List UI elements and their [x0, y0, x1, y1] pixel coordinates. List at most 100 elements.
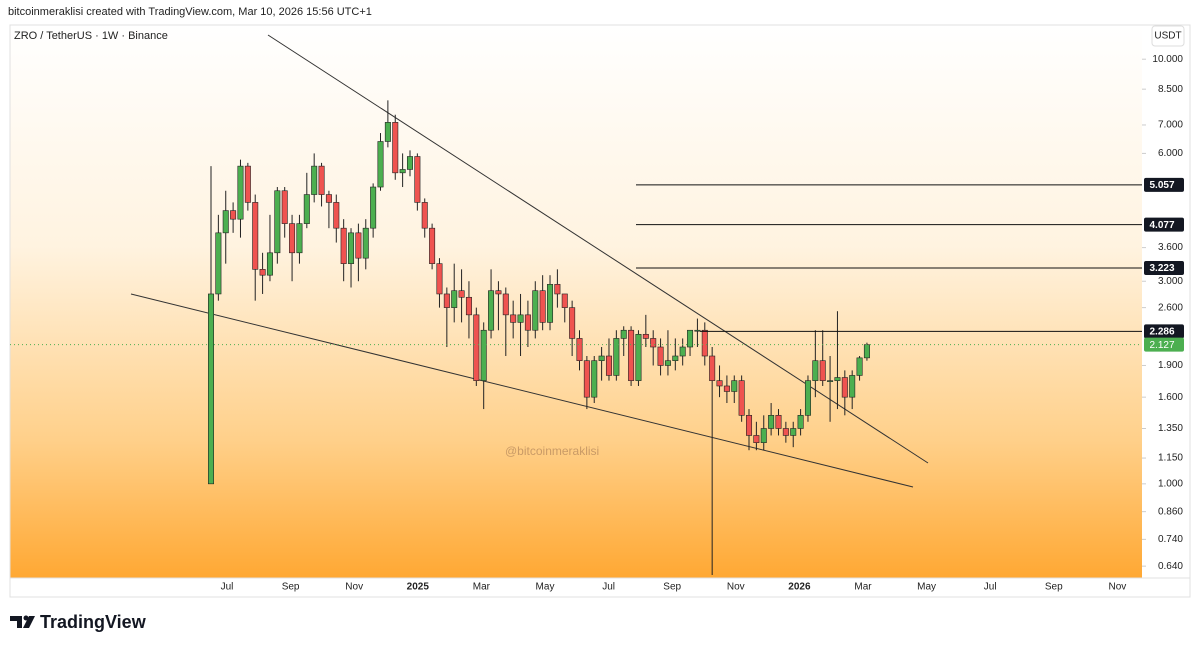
- candle-body: [731, 380, 738, 392]
- candle-body: [812, 360, 819, 381]
- price-label: 3.223: [1149, 263, 1174, 274]
- candle-body: [583, 360, 590, 398]
- candle-body: [266, 252, 273, 276]
- trend-line: [267, 34, 929, 464]
- candle-body: [620, 329, 627, 339]
- y-tick-label: 0.640: [1158, 561, 1183, 572]
- candle-body: [672, 355, 679, 361]
- candle-body: [355, 232, 362, 259]
- price-label: 2.286: [1149, 327, 1174, 338]
- candle-body: [451, 290, 458, 308]
- y-tick-label: 6.000: [1158, 148, 1183, 159]
- price-label-box: [1144, 324, 1184, 339]
- candle-body: [804, 380, 811, 416]
- candle-body: [827, 380, 834, 382]
- candle-body: [746, 415, 753, 436]
- logo-mark: [10, 616, 22, 628]
- candle-body: [768, 415, 775, 429]
- candle-body: [569, 307, 576, 339]
- y-tick-label: 2.600: [1158, 302, 1183, 313]
- candle-body: [311, 165, 318, 195]
- candle-body: [473, 314, 480, 381]
- candle-body: [716, 380, 723, 387]
- y-tick-label: 7.000: [1158, 120, 1183, 131]
- logo: [10, 615, 35, 628]
- logo-mark: [23, 616, 35, 628]
- y-tick-label: 1.600: [1158, 392, 1183, 403]
- price-label-box: [1144, 217, 1184, 232]
- candle-body: [377, 141, 384, 188]
- candle-body: [488, 290, 495, 331]
- candle-body: [657, 346, 664, 366]
- candle-body: [554, 284, 561, 295]
- y-tick-label: 1.350: [1158, 423, 1183, 434]
- y-tick-label: 10.000: [1152, 54, 1183, 65]
- symbol: ZRO / TetherUS · 1W · Binance: [14, 30, 168, 42]
- y-tick-label: 1.000: [1158, 478, 1183, 489]
- candle-body: [650, 338, 657, 348]
- candle-body: [348, 232, 355, 264]
- candle-body: [576, 338, 583, 361]
- y-tick-label: 1.900: [1158, 360, 1183, 371]
- x-tick-label: Jul: [602, 582, 615, 593]
- x-tick-label: Jul: [221, 582, 234, 593]
- candle-body: [775, 415, 782, 429]
- x-tick-label: Sep: [663, 582, 681, 593]
- candle-body: [414, 156, 421, 203]
- x-tick-label: Mar: [473, 582, 491, 593]
- candle-body: [539, 290, 546, 323]
- candle-body: [591, 360, 598, 398]
- candle-body: [863, 344, 870, 359]
- candles: [208, 100, 870, 575]
- candle-body: [753, 435, 760, 443]
- candle-body: [480, 329, 487, 381]
- trend-line: [130, 293, 914, 488]
- candle-body: [333, 202, 340, 229]
- candle-body: [458, 290, 465, 298]
- last-price-label: 2.127: [1149, 340, 1174, 351]
- candle-body: [856, 357, 863, 376]
- candle-body: [723, 385, 730, 392]
- y-tick-label: 3.000: [1158, 276, 1183, 287]
- candle-body: [215, 232, 222, 295]
- candle-body: [510, 314, 517, 323]
- header: bitcoinmeraklisi created with TradingVie…: [8, 6, 372, 18]
- x-tick-label: May: [536, 582, 555, 593]
- candle-body: [222, 210, 229, 234]
- candle-body: [605, 355, 612, 376]
- y-tick-label: 1.150: [1158, 453, 1183, 464]
- x-tick-label: May: [917, 582, 936, 593]
- candle-body: [819, 360, 826, 381]
- y-tick-label: 0.860: [1158, 506, 1183, 517]
- price-label: 4.077: [1149, 220, 1174, 231]
- x-tick-label: Nov: [727, 582, 745, 593]
- x-tick-label: 2025: [407, 582, 430, 593]
- candle-body: [230, 210, 237, 220]
- candle-body: [517, 314, 524, 323]
- candle-body: [252, 202, 259, 270]
- candle-body: [429, 227, 436, 264]
- candle-body: [318, 165, 325, 195]
- candle-body: [502, 293, 509, 316]
- candle-body: [237, 165, 244, 220]
- candle-body: [274, 190, 281, 254]
- candle-body: [370, 186, 377, 229]
- candle-body: [532, 290, 539, 331]
- x-tick-label: 2026: [788, 582, 811, 593]
- candle-body: [679, 346, 686, 357]
- price-label-box: [1144, 177, 1184, 192]
- logo-mark: [23, 615, 29, 621]
- currency-box: [1151, 25, 1185, 47]
- x-tick-label: Sep: [282, 582, 300, 593]
- candle-body: [436, 263, 443, 295]
- candle-body: [694, 329, 701, 332]
- candle-body: [340, 227, 347, 264]
- candle-body: [797, 415, 804, 429]
- candle-body: [259, 269, 266, 276]
- x-tick-label: Nov: [345, 582, 363, 593]
- candle-body: [547, 284, 554, 323]
- price-label-box: [1144, 261, 1184, 276]
- candle-body: [421, 202, 428, 229]
- x-tick-label: Jul: [984, 582, 997, 593]
